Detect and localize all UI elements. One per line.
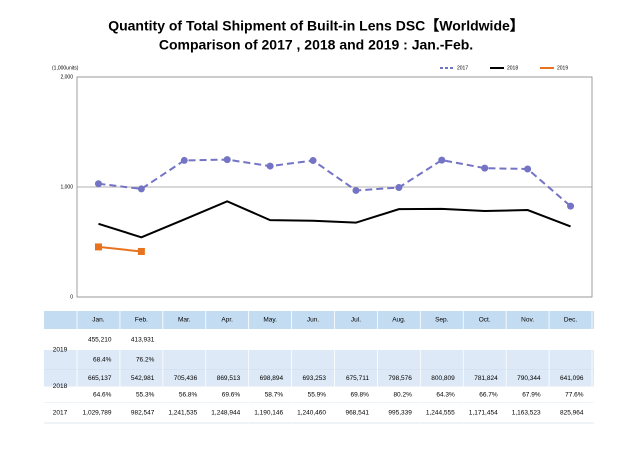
point [223,156,231,164]
table-value: 825,964 [560,410,584,417]
y-tick-label: 2,000 [60,74,73,80]
table-ratio: 76.2% [136,357,155,364]
table-header: Jul. [351,317,361,324]
table-value: 455,210 [88,337,112,344]
point [180,156,188,164]
table-value: 1,241,535 [168,410,197,417]
table-value: 1,190,146 [254,410,283,417]
table-row-bg [44,350,594,370]
table-value: 1,244,555 [426,410,455,417]
table-value: 705,436 [174,375,198,382]
table-row-bg [44,330,594,350]
chart-title: Quantity of Total Shipment of Built-in L… [108,18,524,34]
table-ratio: 55.3% [136,391,155,398]
table-row-bg [44,403,594,423]
series-line [98,200,571,239]
table-ratio: 80.2% [393,391,412,398]
table-row-label: 2018 [53,383,68,390]
point [94,243,102,251]
point [438,156,446,164]
series-line [98,245,142,253]
y-tick-label: 0 [70,294,73,300]
table-value: 1,248,944 [211,410,240,417]
table-ratio: 56.8% [179,391,198,398]
table-value: 665,137 [88,375,112,382]
point [481,164,489,172]
table-row-label: 2017 [53,410,68,417]
table-value: 869,513 [217,375,241,382]
table-header: Aug. [392,317,406,324]
table-value: 698,894 [260,375,284,382]
table-row-label: 2019 [53,347,68,354]
legend-label: 2018 [507,65,518,71]
table-value: 995,339 [388,410,412,417]
table-value: 1,171,454 [469,410,498,417]
table-header: Jun. [307,317,319,324]
point [352,186,360,194]
table-value: 542,981 [131,375,155,382]
table-header: May. [263,317,277,324]
series-line [98,158,572,207]
table-ratio: 67.9% [522,391,541,398]
y-axis-label: (1,000units) [52,65,79,71]
point [137,247,145,255]
table-ratio: 66.7% [479,391,498,398]
legend-label: 2017 [457,65,468,71]
point [309,157,317,165]
table-header: Feb. [135,317,148,324]
table-value: 790,344 [517,375,541,382]
table-ratio: 77.6% [565,391,584,398]
table-value: 800,809 [431,375,455,382]
table-value: 1,240,460 [297,410,326,417]
table-value: 1,163,523 [512,410,541,417]
table-value: 675,711 [346,375,369,382]
y-tick-label: 1,000 [60,184,73,190]
table-header: Dec. [564,317,578,324]
table-row-bg [44,386,594,403]
table-ratio: 69.6% [222,391,241,398]
table-value: 413,931 [131,337,155,344]
table-value: 641,096 [560,375,584,382]
table-value: 968,541 [345,410,369,417]
point [395,184,403,192]
table-value: 781,824 [474,375,498,382]
point [137,185,145,193]
table-row-bg [44,370,594,387]
table-header: Apr. [221,317,233,324]
table-ratio: 69.8% [351,391,370,398]
table-header: Jan. [92,317,104,324]
point [567,202,575,210]
table-ratio: 58.7% [265,391,284,398]
table-header: Sep. [435,317,449,324]
point [524,165,532,173]
table-header: Oct. [479,317,491,324]
table-ratio: 68.4% [93,357,112,364]
legend-label: 2019 [557,65,568,71]
table-ratio: 64.6% [93,391,112,398]
table-ratio: 55.9% [308,391,327,398]
chart-subtitle: Comparison of 2017 , 2018 and 2019 : Jan… [159,37,473,53]
table-value: 1,029,789 [83,410,112,417]
table-value: 798,576 [388,375,412,382]
table-value: 982,547 [131,410,155,417]
table-value: 693,253 [303,375,327,382]
point [266,162,274,170]
table-header: Mar. [178,317,191,324]
table-ratio: 64.3% [436,391,455,398]
table-header-bg [44,311,594,329]
table-header: Nov. [521,317,534,324]
point [94,180,102,188]
